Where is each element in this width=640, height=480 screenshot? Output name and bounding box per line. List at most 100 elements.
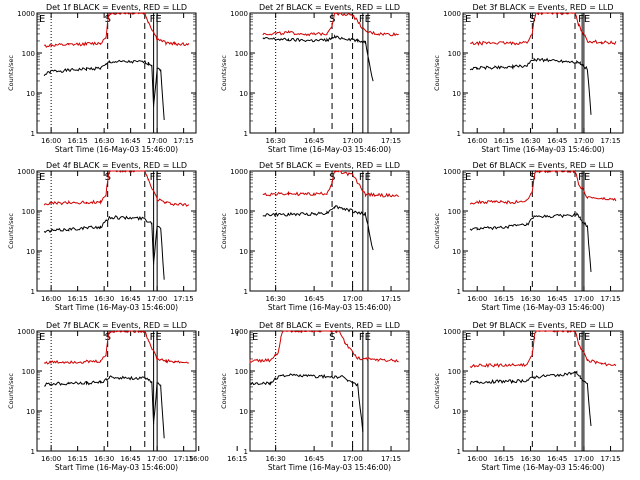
x-tick-label: 17:00 (342, 455, 362, 463)
x-axis-label: Start Time (16-May-03 15:46:00) (481, 303, 604, 312)
x-tick-label: 17:15 (381, 455, 401, 463)
panel-det-4: Det 4f BLACK = Events, RED = LLD 1 10 100 10… (7, 161, 197, 312)
y-tick-label: 100 (448, 368, 461, 376)
x-tick-label: 16:00 (467, 295, 487, 303)
y-axis-label: Counts/sec (433, 213, 441, 249)
marker-label-fe: FE (578, 14, 590, 25)
x-axis-label: Start Time (16-May-03 15:46:00) (268, 303, 391, 312)
x-tick-label: 16:45 (547, 295, 567, 303)
y-tick-label: 10 (26, 90, 35, 98)
panel-det-2: Det 2f BLACK = Events, RED = LLD 1 10 100 10… (220, 3, 410, 154)
panel-title: Det 7f BLACK = Events, RED = LLD (46, 321, 187, 330)
y-tick-label: 1 (31, 448, 35, 456)
panel-title: Det 1f BLACK = Events, RED = LLD (46, 3, 187, 12)
y-tick-label: 1000 (17, 328, 35, 336)
series-line-lld (43, 11, 190, 48)
x-tick-label: 17:15 (174, 455, 194, 463)
x-tick-label: 17:00 (574, 295, 594, 303)
panel-title: Det 9f BLACK = Events, RED = LLD (472, 321, 613, 330)
x-tick-label: 17:00 (342, 295, 362, 303)
y-tick-label: 10 (452, 408, 461, 416)
panel-det-8: Det 8f BLACK = Events, RED = LLD 1 10 100 10… (189, 321, 410, 472)
x-tick-label: 16:45 (547, 455, 567, 463)
y-tick-label: 100 (22, 50, 35, 58)
y-tick-label: 10 (239, 90, 248, 98)
marker-label-s: S (529, 332, 535, 343)
y-tick-label: 10 (452, 248, 461, 256)
marker-label-fe: FE (359, 332, 371, 343)
plot-frame (249, 12, 410, 134)
y-tick-label: 10 (26, 248, 35, 256)
y-axis-label: Counts/sec (433, 373, 441, 409)
x-tick-label: 16:45 (304, 295, 324, 303)
y-tick-label: 10 (452, 90, 461, 98)
marker-label-s: S (329, 332, 335, 343)
y-axis-label: Counts/sec (7, 373, 15, 409)
panel-det-1: Det 1f BLACK = Events, RED = LLD 1 10 100 10… (7, 3, 197, 154)
marker-label-e: E (252, 332, 258, 343)
marker-label-fe: FE (150, 14, 162, 25)
y-tick-label: 100 (22, 208, 35, 216)
x-axis-label: Start Time (16-May-03 15:46:00) (55, 463, 178, 472)
x-tick-label: 16:45 (304, 455, 324, 463)
y-axis-label: Counts/sec (7, 55, 15, 91)
x-tick-label: 16:00 (41, 137, 61, 145)
series-line-lld (249, 330, 399, 364)
y-tick-label: 1 (244, 130, 248, 138)
x-tick-label: 17:15 (174, 137, 194, 145)
marker-label-fe: FE (359, 14, 371, 25)
y-tick-label: 1 (244, 448, 248, 456)
x-axis-label: Start Time (16-May-03 15:46:00) (481, 145, 604, 154)
x-tick-label: 16:45 (121, 295, 141, 303)
x-axis-label: Start Time (16-May-03 15:46:00) (55, 303, 178, 312)
marker-label-e: E (39, 14, 45, 25)
x-tick-label: 17:15 (381, 295, 401, 303)
y-tick-label: 1000 (230, 10, 248, 18)
series-line-lld (262, 170, 400, 198)
x-tick-label: 17:15 (600, 295, 620, 303)
x-tick-label: 16:30 (94, 295, 114, 303)
y-axis-label: Counts/sec (220, 213, 228, 249)
panel-title: Det 6f BLACK = Events, RED = LLD (472, 161, 613, 170)
x-tick-label: 17:15 (600, 455, 620, 463)
panel-det-9: Det 9f BLACK = Events, RED = LLD 1 10 100 10… (433, 321, 624, 472)
series-line-lld (43, 170, 190, 207)
x-tick-label: 16:45 (304, 137, 324, 145)
plot-frame (249, 330, 410, 452)
plot-frame (36, 330, 197, 452)
x-tick-label: 16:30 (520, 137, 540, 145)
x-tick-label: 16:15 (68, 295, 88, 303)
panel-title: Det 3f BLACK = Events, RED = LLD (472, 3, 613, 12)
marker-label-fe: FE (150, 172, 162, 183)
x-tick-label: 17:00 (147, 295, 167, 303)
series-line-events (469, 212, 592, 272)
series-line-events (262, 34, 374, 82)
x-tick-label: 16:30 (94, 137, 114, 145)
panel-det-3: Det 3f BLACK = Events, RED = LLD 1 10 100 10… (433, 3, 624, 154)
x-tick-label: 17:00 (574, 137, 594, 145)
y-tick-label: 10 (26, 408, 35, 416)
y-tick-label: 1000 (443, 168, 461, 176)
x-tick-label: 17:00 (147, 137, 167, 145)
y-tick-label: 1 (31, 288, 35, 296)
panel-title: Det 8f BLACK = Events, RED = LLD (259, 321, 400, 330)
y-axis-label: Counts/sec (433, 55, 441, 91)
marker-label-fe: FE (359, 172, 371, 183)
marker-label-e: E (465, 172, 471, 183)
marker-label-fe: FE (578, 172, 590, 183)
series-line-events (43, 215, 165, 280)
x-tick-label: 16:15 (227, 455, 247, 463)
plot-frame (249, 170, 410, 292)
x-tick-label: 16:30 (520, 295, 540, 303)
plot-frame (462, 170, 624, 292)
series-line-lld (470, 12, 617, 47)
x-tick-label: 16:15 (494, 137, 514, 145)
x-tick-label: 16:45 (547, 137, 567, 145)
y-tick-label: 10 (239, 248, 248, 256)
series-line-events (43, 59, 165, 121)
x-tick-label: 16:30 (266, 137, 286, 145)
y-tick-label: 1000 (17, 168, 35, 176)
x-axis-label: Start Time (16-May-03 15:46:00) (268, 463, 391, 472)
x-tick-label: 17:15 (600, 137, 620, 145)
